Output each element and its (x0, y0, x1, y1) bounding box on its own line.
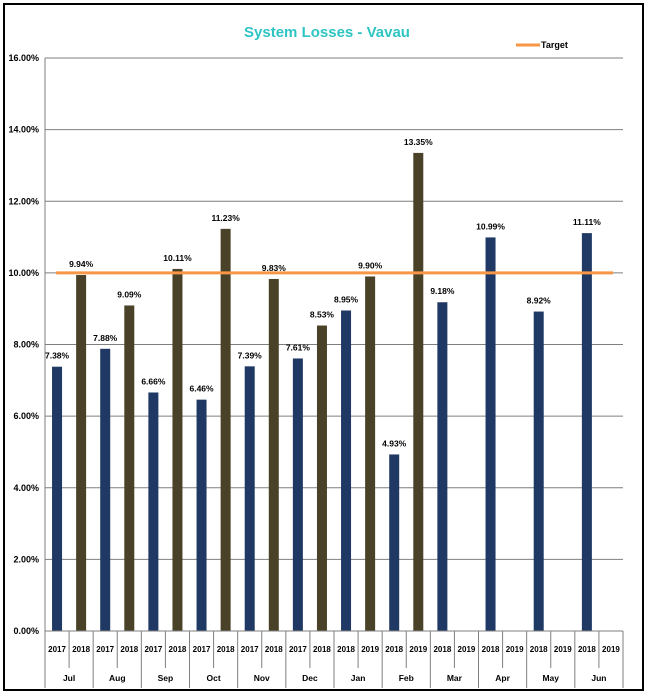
bars (52, 152, 592, 632)
data-label: 8.92% (527, 296, 552, 306)
data-label: 10.99% (476, 221, 505, 231)
x-year-label: 2018 (482, 645, 500, 654)
x-year-label: 2017 (48, 645, 66, 654)
x-year-label: 2018 (265, 645, 283, 654)
x-year-label: 2018 (72, 645, 90, 654)
x-year-label: 2017 (144, 645, 162, 654)
data-label: 9.83% (262, 263, 287, 273)
y-tick-label: 0.00% (13, 626, 39, 636)
x-month-label: Apr (495, 673, 510, 683)
data-label: 4.93% (382, 438, 407, 448)
x-year-label: 2019 (602, 645, 620, 654)
bar (341, 310, 352, 631)
data-label: 7.38% (45, 351, 70, 361)
bar (124, 305, 135, 631)
bar (316, 325, 327, 631)
x-year-label: 2018 (120, 645, 138, 654)
bar (365, 276, 376, 631)
data-labels: 7.38% 9.94% 7.88% 9.09% 6.66% 10.11% 6.46% 11.2… (45, 137, 601, 449)
bar (220, 228, 231, 631)
x-year-label: 2018 (433, 645, 451, 654)
bar (268, 278, 279, 631)
legend-target-label: Target (541, 40, 568, 50)
data-label: 7.39% (238, 350, 263, 360)
y-tick-label: 16.00% (8, 53, 39, 63)
x-year-label: 2018 (530, 645, 548, 654)
x-month-label: Nov (254, 673, 270, 683)
y-tick-label: 8.00% (13, 340, 39, 350)
data-label: 9.18% (430, 286, 455, 296)
x-month-label: Sep (158, 673, 174, 683)
chart-title: System Losses - Vavau (244, 24, 410, 41)
bar (533, 311, 544, 631)
bar (52, 366, 63, 631)
legend: Target (516, 40, 568, 50)
bar (389, 454, 400, 631)
x-year-label: 2019 (506, 645, 524, 654)
x-month-label: May (542, 673, 559, 683)
bar (148, 392, 159, 631)
data-label: 9.90% (358, 260, 383, 270)
x-year-label: 2017 (193, 645, 211, 654)
bar (172, 268, 183, 631)
bar (244, 366, 255, 631)
data-label: 8.95% (334, 294, 359, 304)
x-month-label: Mar (447, 673, 463, 683)
data-label: 7.88% (93, 333, 118, 343)
x-month-label: Jul (63, 673, 75, 683)
x-year-label: 2017 (96, 645, 114, 654)
data-label: 13.35% (404, 137, 433, 147)
x-year-label: 2017 (289, 645, 307, 654)
data-label: 9.94% (69, 259, 94, 269)
y-tick-label: 12.00% (8, 196, 39, 206)
x-month-label: Dec (302, 673, 318, 683)
x-year-label: 2018 (313, 645, 331, 654)
x-year-label: 2019 (361, 645, 379, 654)
data-label: 9.09% (117, 289, 142, 299)
y-tick-label: 14.00% (8, 125, 39, 135)
bar (413, 152, 424, 631)
y-tick-label: 4.00% (13, 483, 39, 493)
y-tick-label: 10.00% (8, 268, 39, 278)
data-label: 6.66% (141, 376, 166, 386)
x-year-label: 2018 (337, 645, 355, 654)
x-year-label: 2018 (217, 645, 235, 654)
data-label: 10.11% (163, 253, 192, 263)
x-month-label: Feb (399, 673, 414, 683)
y-axis-tick-labels: 0.00% 2.00% 4.00% 6.00% 8.00% 10.00% 12.00% 14.… (8, 53, 39, 636)
bar (76, 275, 87, 631)
data-label: 7.61% (286, 342, 311, 352)
bar (196, 399, 207, 631)
y-tick-label: 6.00% (13, 411, 39, 421)
x-month-label: Aug (109, 673, 126, 683)
x-month-label: Jun (591, 673, 606, 683)
x-axis: 2017 2018 2017 2018 2017 2018 2017 2018 2017 2018… (44, 630, 624, 688)
bar (581, 233, 592, 632)
x-year-label: 2019 (554, 645, 572, 654)
bar (437, 302, 448, 631)
x-month-label: Jan (351, 673, 366, 683)
x-year-label: 2018 (385, 645, 403, 654)
x-year-label: 2019 (458, 645, 476, 654)
y-tick-label: 2.00% (13, 554, 39, 564)
data-label: 6.46% (189, 384, 214, 394)
bar (292, 358, 303, 631)
x-year-label: 2017 (241, 645, 259, 654)
x-year-label: 2018 (169, 645, 187, 654)
data-label: 11.23% (211, 213, 240, 223)
x-year-label: 2019 (409, 645, 427, 654)
data-label: 8.53% (310, 310, 335, 320)
x-month-label: Oct (206, 673, 220, 683)
x-year-label: 2018 (578, 645, 596, 654)
data-label: 11.11% (573, 217, 601, 227)
bar (485, 237, 496, 631)
bar (100, 348, 111, 631)
